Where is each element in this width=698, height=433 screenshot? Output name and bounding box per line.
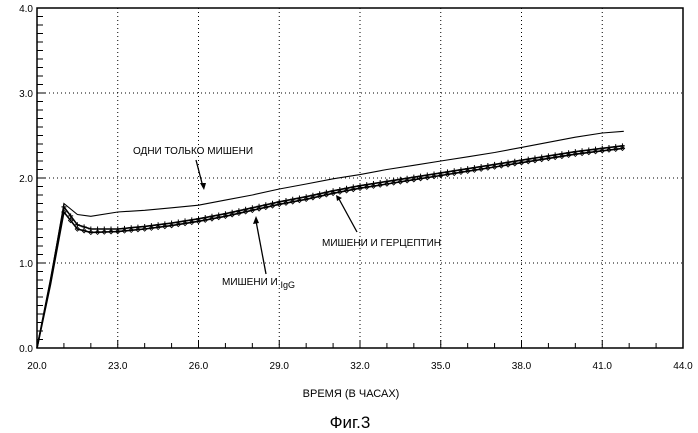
igg-marker	[95, 227, 100, 232]
annotation-targets-igg: МИШЕНИ И IgG	[222, 277, 295, 290]
arrowhead-targets-igg	[253, 216, 259, 224]
x-tick-label: 26.0	[189, 361, 209, 372]
x-axis-label: ВРЕМЯ (В ЧАСАХ)	[303, 388, 400, 400]
annotation-targets-herceptin: МИШЕНИ И ГЕРЦЕПТИН	[322, 238, 441, 249]
x-tick-label: 29.0	[270, 361, 290, 372]
arrow-targets-herceptin	[339, 199, 357, 232]
x-tick-label: 20.0	[27, 361, 47, 372]
axes: 0.0 1.0 2.0 3.0 4.0 20.0 23.0 26.0 29.0 32.0 35.0 3…	[19, 4, 693, 372]
x-tick-label: 38.0	[512, 361, 532, 372]
figure-caption: Фиг.3	[330, 413, 371, 432]
igg-marker	[102, 227, 107, 232]
x-tick-label: 44.0	[673, 361, 693, 372]
x-tick-label: 23.0	[108, 361, 128, 372]
arrow-targets-only	[196, 160, 203, 187]
y-tick-label: 3.0	[19, 89, 33, 100]
grid	[37, 8, 683, 348]
x-tick-label: 35.0	[431, 361, 451, 372]
arrowhead-targets-only	[200, 183, 206, 190]
y-tick-label: 4.0	[19, 4, 33, 15]
arrow-targets-igg	[256, 221, 266, 274]
x-tick-label: 41.0	[593, 361, 613, 372]
y-tick-label: 1.0	[19, 259, 33, 270]
x-tick-label: 32.0	[350, 361, 370, 372]
y-tick-label: 0.0	[19, 344, 33, 355]
y-tick-label: 2.0	[19, 174, 33, 185]
annotation-targets-only: ОДНИ ТОЛЬКО МИШЕНИ	[133, 146, 253, 157]
